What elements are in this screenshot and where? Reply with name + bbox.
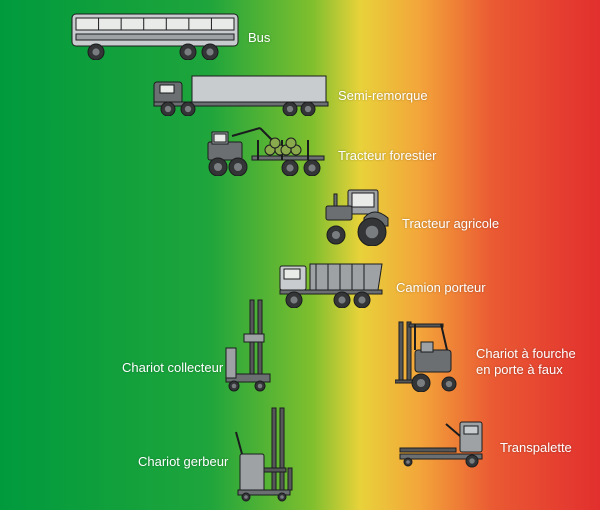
label-transpalette: Transpalette [500,440,572,456]
vehicle-camion-porteur [276,256,386,308]
label-bus: Bus [248,30,270,46]
vehicle-tracteur-agricole [320,188,392,246]
label-chariot-gerbeur: Chariot gerbeur [138,454,228,470]
label-tracteur-forestier: Tracteur forestier [338,148,437,164]
label-chariot-collecteur: Chariot collecteur [122,360,223,376]
label-camion-porteur: Camion porteur [396,280,486,296]
vehicle-semi-remorque [152,72,330,116]
vehicle-chariot-fourche [395,320,469,392]
label-chariot-fourche: Chariot à fourcheen porte à faux [476,346,576,377]
infographic-stage: Bus Semi-remorque Tracteur forestier Tracte… [0,0,600,510]
vehicle-chariot-gerbeur [234,406,294,502]
vehicle-bus [70,10,240,60]
label-tracteur-agricole: Tracteur agricole [402,216,499,232]
vehicle-tracteur-forestier [202,126,330,176]
vehicle-transpalette [398,416,490,468]
vehicle-chariot-collecteur [222,298,274,392]
label-semi-remorque: Semi-remorque [338,88,428,104]
